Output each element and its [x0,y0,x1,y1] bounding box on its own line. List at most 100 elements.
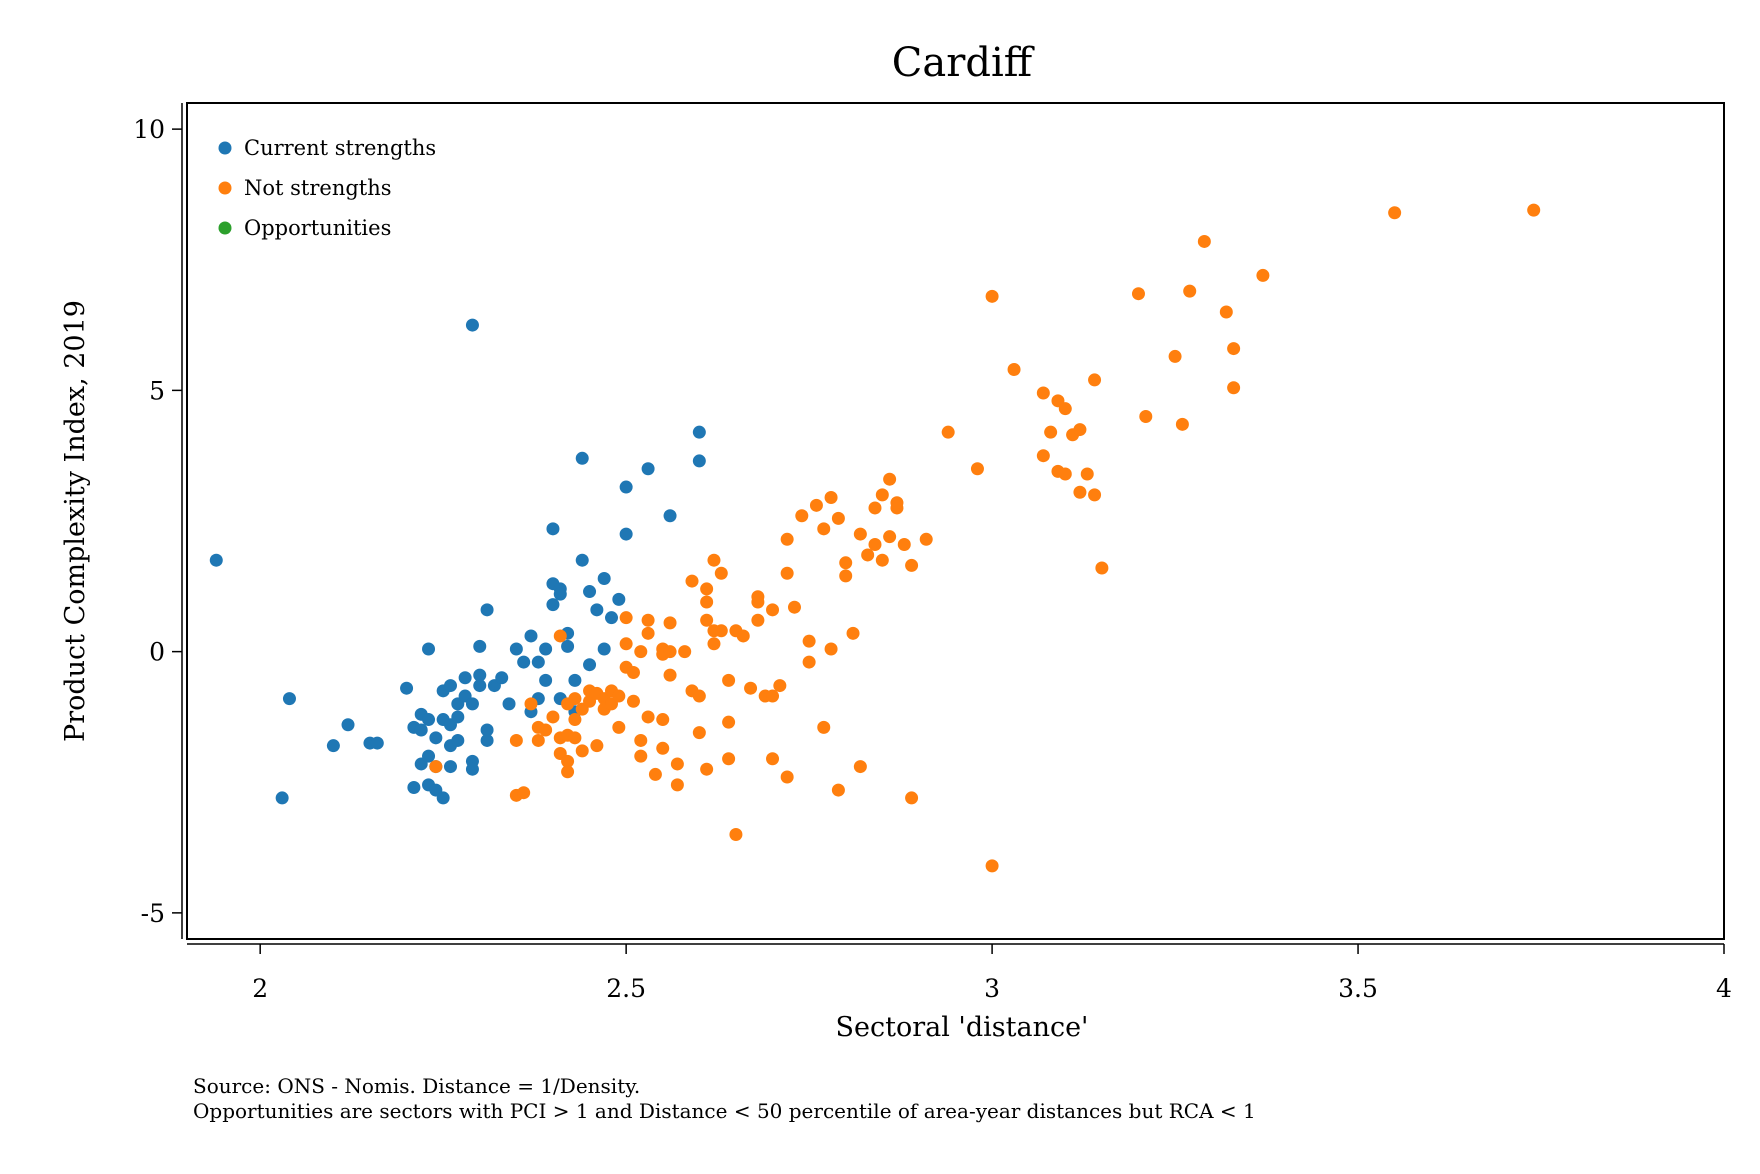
current-strengths-point [561,639,575,653]
current-strengths-point [583,585,597,599]
not-strengths-point [868,501,882,515]
not-strengths-point [831,511,845,525]
not-strengths-point [795,509,809,523]
current-strengths-point [692,454,706,468]
not-strengths-point [802,655,816,669]
current-strengths-legend-marker [218,141,232,155]
not-strengths-point [839,569,853,583]
not-strengths-point [626,666,640,680]
not-strengths-point [700,613,714,627]
not-strengths-point [663,668,677,682]
current-strengths-point [451,733,465,747]
not-strengths-point [1036,386,1050,400]
current-strengths-point [407,780,421,794]
x-axis: 2 2.5 3 3.5 4 [187,943,1732,1003]
not-strengths-point [868,538,882,552]
not-strengths-point [766,752,780,766]
current-strengths-point [458,671,472,685]
not-strengths-point [517,786,531,800]
x-tick-label: 4 [1716,974,1732,1003]
not-strengths-legend-label: Not strengths [244,176,392,200]
x-tick-label: 3 [984,974,1000,1003]
not-strengths-point [1080,467,1094,481]
not-strengths-point [905,558,919,572]
current-strengths-point [473,679,487,693]
not-strengths-point [751,613,765,627]
not-strengths-point [692,726,706,740]
not-strengths-point [546,710,560,724]
current-strengths-point [429,731,443,745]
current-strengths-point [480,603,494,617]
not-strengths-point [1044,425,1058,439]
not-strengths-point [568,713,582,727]
current-strengths-point [546,522,560,536]
not-strengths-point [707,553,721,567]
not-strengths-point [824,642,838,656]
x-axis-label: Sectoral 'distance' [836,1012,1089,1043]
not-strengths-point [1095,561,1109,575]
not-strengths-point [780,770,794,784]
y-axis: -5 0 5 10 [133,103,183,939]
current-strengths-point [605,611,619,625]
current-strengths-point [524,629,538,643]
not-strengths-point [970,462,984,476]
not-strengths-point [714,624,728,638]
not-strengths-point [773,679,787,693]
current-strengths-point [641,462,655,476]
not-strengths-point [539,723,553,737]
not-strengths-point [875,488,889,502]
not-strengths-point [714,566,728,580]
not-strengths-point [678,645,692,659]
not-strengths-point [575,744,589,758]
current-strengths-point [422,642,436,656]
current-strengths-point [341,718,355,732]
not-strengths-point [729,828,743,841]
not-strengths-point [1388,206,1402,220]
not-strengths-point [1219,305,1233,319]
not-strengths-point [641,710,655,724]
current-strengths-point [451,710,465,724]
not-strengths-point [626,694,640,708]
not-strengths-point [751,590,765,604]
current-strengths-point [502,697,516,711]
current-strengths-point [517,655,531,669]
not-strengths-point [568,692,582,706]
not-strengths-point [897,538,911,552]
current-strengths-point [539,642,553,656]
not-strengths-point [780,566,794,580]
not-strengths-point [568,731,582,745]
not-strengths-point [685,574,699,588]
not-strengths-point [524,697,538,711]
not-strengths-point [1256,268,1270,282]
current-strengths-point [531,655,545,669]
not-strengths-point [905,791,919,805]
not-strengths-point [1036,449,1050,463]
not-strengths-point [853,527,867,541]
not-strengths-point [817,522,831,536]
not-strengths-point [619,637,633,651]
x-tick-label: 3.5 [1338,974,1378,1003]
not-strengths-point [634,645,648,659]
not-strengths-point [509,733,523,747]
current-strengths-point [400,681,414,695]
not-strengths-point [883,472,897,486]
not-strengths-point [985,289,999,303]
not-strengths-point [429,760,443,774]
not-strengths-point [1168,349,1182,363]
not-strengths-point [824,490,838,504]
not-strengths-point [663,616,677,630]
current-strengths-point [443,760,457,774]
current-strengths-point [443,679,457,693]
not-strengths-point [648,767,662,781]
not-strengths-point [553,629,567,643]
not-strengths-point [700,582,714,596]
opportunities-legend-label: Opportunities [244,216,391,240]
not-strengths-point [656,713,670,727]
not-strengths-point [612,720,626,734]
data-points [209,203,1541,873]
not-strengths-point [853,760,867,774]
x-tick-label: 2 [252,974,268,1003]
y-tick-label: -5 [141,899,165,928]
current-strengths-point [619,527,633,541]
